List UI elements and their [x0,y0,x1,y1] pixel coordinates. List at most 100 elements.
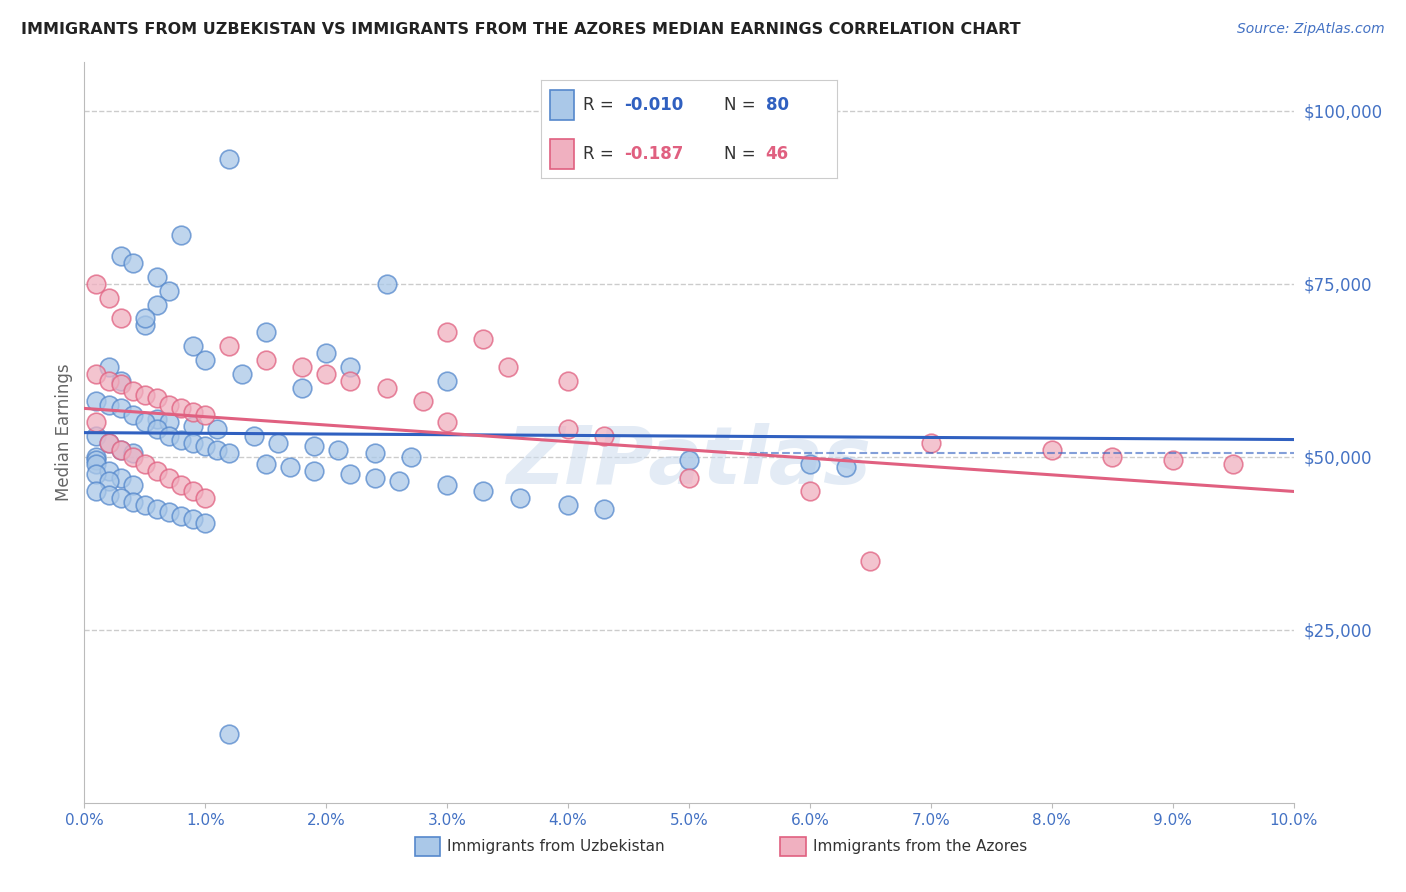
Point [146,269,169,284]
Text: N =: N = [724,95,756,114]
Point [1040,442,1063,457]
Point [181,436,204,450]
Point [110,249,132,263]
Bar [550,90,574,120]
Point [315,367,337,381]
Point [110,491,132,506]
Point [134,457,156,471]
Text: IMMIGRANTS FROM UZBEKISTAN VS IMMIGRANTS FROM THE AZORES MEDIAN EARNINGS CORRELA: IMMIGRANTS FROM UZBEKISTAN VS IMMIGRANTS… [21,22,1021,37]
Point [207,442,229,457]
Point [86,484,108,499]
Point [134,498,156,512]
Point [170,433,193,447]
Point [97,374,120,388]
Text: Source: ZipAtlas.com: Source: ZipAtlas.com [1237,22,1385,37]
Text: R =: R = [582,95,613,114]
Point [920,436,942,450]
Point [97,474,120,488]
Point [121,409,143,423]
Point [254,457,277,471]
Point [146,411,169,425]
Point [267,436,290,450]
Point [110,311,132,326]
Point [328,442,350,457]
Point [799,484,821,499]
Text: ZIPatlas: ZIPatlas [506,423,872,501]
Point [254,326,277,340]
Point [678,453,700,467]
Bar [550,139,574,169]
Point [121,477,143,491]
Point [399,450,422,464]
Point [181,405,204,419]
Point [436,374,458,388]
Point [146,501,169,516]
Point [97,436,120,450]
Point [472,484,495,499]
Point [339,467,361,482]
Text: -0.010: -0.010 [624,95,683,114]
Point [157,415,180,429]
Point [678,470,700,484]
Point [110,442,132,457]
Point [388,474,411,488]
Point [242,429,264,443]
Point [134,415,156,429]
Point [291,381,314,395]
Point [97,436,120,450]
Point [799,457,821,471]
Point [157,505,180,519]
Point [181,339,204,353]
Point [170,508,193,523]
Point [97,398,120,412]
Point [593,501,616,516]
Point [218,446,240,460]
Text: -0.187: -0.187 [624,145,683,163]
Point [835,460,858,475]
Point [315,346,337,360]
Point [110,442,132,457]
Point [157,284,180,298]
Text: 46: 46 [766,145,789,163]
Point [110,374,132,388]
Point [218,153,240,167]
Point [363,446,385,460]
Point [97,359,120,374]
Point [557,374,579,388]
Point [134,311,156,326]
Point [170,401,193,416]
Y-axis label: Median Earnings: Median Earnings [55,364,73,501]
Point [97,291,120,305]
Point [1101,450,1123,464]
Point [146,297,169,311]
Point [110,401,132,416]
Point [181,512,204,526]
Point [181,418,204,433]
Point [121,256,143,270]
Point [86,453,108,467]
Point [496,359,519,374]
Point [302,464,325,478]
Point [97,488,120,502]
Point [121,450,143,464]
Point [86,277,108,291]
Point [218,726,240,740]
Point [110,470,132,484]
Point [86,450,108,464]
Point [86,367,108,381]
Point [86,457,108,471]
Point [86,394,108,409]
Point [194,409,217,423]
Text: Immigrants from the Azores: Immigrants from the Azores [813,839,1026,854]
Point [509,491,531,506]
Point [86,429,108,443]
Point [134,387,156,401]
Point [157,429,180,443]
Point [121,384,143,398]
Text: R =: R = [582,145,613,163]
Point [339,359,361,374]
Point [412,394,434,409]
Point [121,495,143,509]
Point [1222,457,1244,471]
Point [436,415,458,429]
